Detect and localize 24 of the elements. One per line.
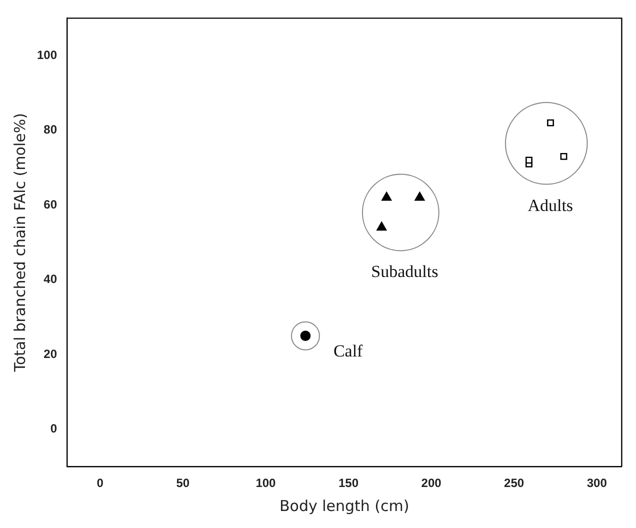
x-tick-label: 300 — [586, 476, 608, 490]
annotation: Calf — [333, 341, 364, 360]
x-tick-label: 0 — [96, 476, 104, 490]
y-tick-label: 60 — [44, 197, 58, 212]
point — [526, 156, 532, 164]
y-tick-label: 100 — [36, 48, 58, 62]
y-tick-label: 0 — [50, 422, 58, 436]
annotation: Adults — [528, 196, 574, 215]
y-tick-label: 80 — [44, 122, 58, 137]
point — [560, 152, 568, 160]
y-axis-title: Total branched chain FAlc (mole%) — [10, 113, 29, 373]
x-tick-label: 200 — [421, 476, 442, 490]
point — [376, 222, 387, 231]
point — [414, 192, 425, 201]
x-tick-label: 250 — [504, 476, 524, 490]
annotation: Subadults — [371, 262, 438, 282]
y-tick-label: 20 — [44, 346, 58, 361]
x-tick-label: 150 — [338, 476, 359, 490]
x-axis-title: Body length (cm) — [279, 496, 410, 515]
y-tick-label: 40 — [44, 272, 58, 286]
point — [547, 119, 554, 126]
x-tick-label: 100 — [256, 476, 276, 490]
x-tick-label: 50 — [176, 476, 190, 490]
point — [382, 192, 392, 201]
